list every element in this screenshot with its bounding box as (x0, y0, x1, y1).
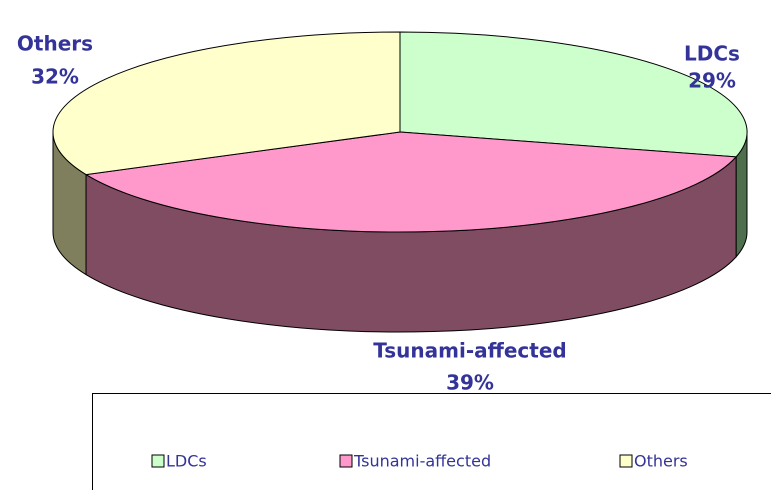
legend-swatch (339, 454, 353, 468)
pie-tops (52, 31, 748, 233)
pie-slice (399, 31, 748, 158)
slice-label: Others (17, 32, 93, 56)
legend-box (92, 393, 771, 490)
slice-label: Tsunami-affected (373, 339, 566, 363)
slice-value: 39% (446, 371, 494, 395)
legend: LDCs Tsunami-affected Others (151, 452, 688, 471)
pie-slice (84, 131, 738, 233)
data-labels: LDCs 29% Tsunami-affected 39% Others 32% (17, 32, 740, 395)
pie-slice (52, 31, 401, 176)
legend-label: LDCs (166, 452, 207, 471)
legend-label: Others (634, 452, 688, 471)
legend-label: Tsunami-affected (353, 452, 491, 471)
slice-value: 32% (31, 65, 79, 89)
slice-label: LDCs (684, 42, 740, 66)
slice-value: 29% (688, 69, 736, 93)
legend-swatch (151, 454, 165, 468)
pie-sides (52, 131, 748, 333)
legend-swatch (619, 454, 633, 468)
